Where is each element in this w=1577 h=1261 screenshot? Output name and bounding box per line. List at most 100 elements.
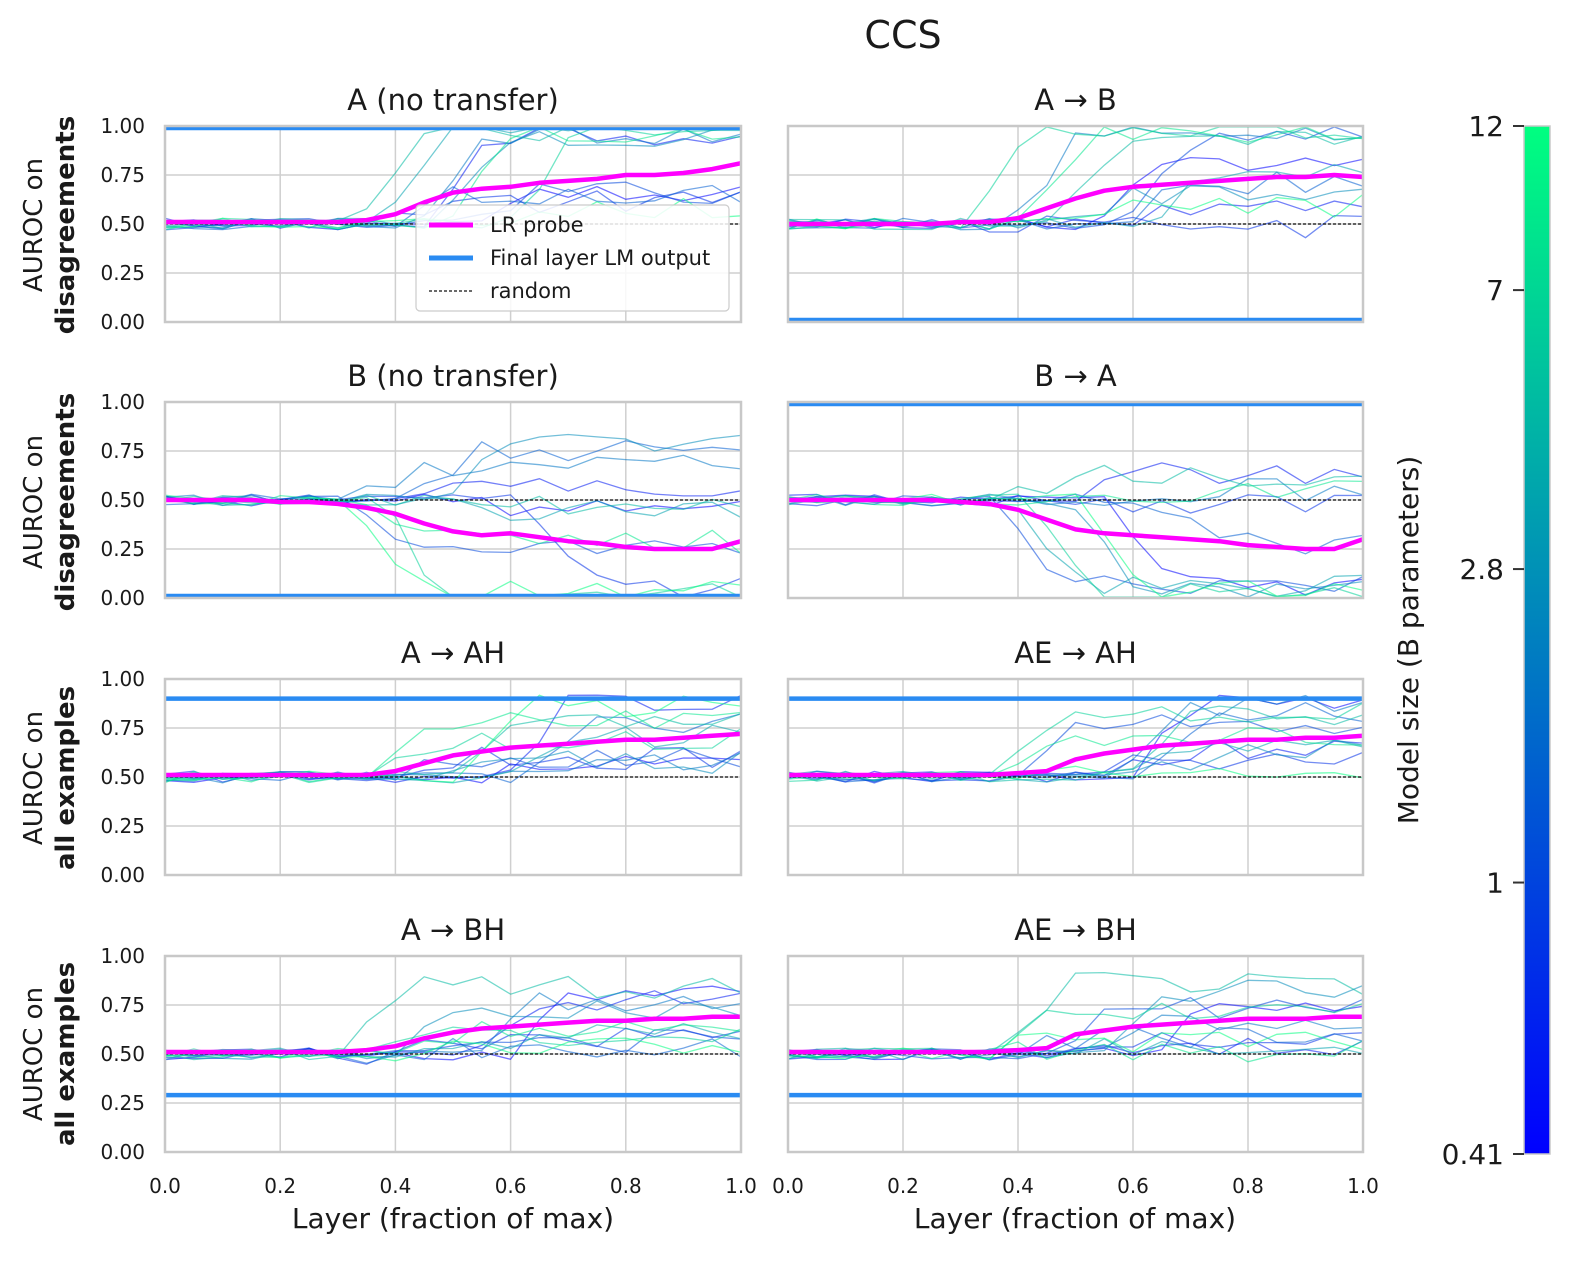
legend-label-random: random: [490, 279, 571, 303]
model-size-curve: [164, 433, 742, 504]
panel-ae-to-bh: AE → BH 0.0 0.2 0.4 0.6 0.8 1.0: [772, 913, 1379, 1198]
colorbar-tick-label: 7: [1486, 274, 1504, 307]
panel-frame: [163, 124, 743, 324]
panel-frame: [786, 400, 1365, 600]
x-tick-label: 0.4: [379, 1174, 411, 1198]
panel-title: B (no transfer): [347, 359, 559, 393]
panel-frame: [786, 124, 1365, 324]
y-tick-label: 0.00: [100, 1140, 145, 1164]
panel-frame: [786, 954, 1365, 1154]
model-size-curve: [164, 1037, 742, 1062]
panel-a-no-transfer: A (no transfer) 0.00 0.25 0.50 0.75 1.00: [100, 83, 743, 334]
lr-probe-line: [165, 497, 742, 552]
lr-probe-line: [788, 1014, 1363, 1055]
x-tick-label: 0.4: [1002, 1174, 1034, 1198]
row-label-4-line1: AUROC on: [19, 987, 49, 1121]
x-tick-label: 0.2: [887, 1174, 919, 1198]
model-size-curve: [787, 1002, 1364, 1060]
model-size-curve: [787, 739, 1364, 782]
model-size-curve: [164, 127, 742, 229]
colorbar-tick-label: 12: [1468, 110, 1504, 143]
lr-probe-line: [165, 160, 742, 225]
x-tick-label: 0.2: [264, 1174, 296, 1198]
y-tick-label: 0.50: [100, 212, 145, 236]
colorbar-tick-label: 2.8: [1459, 553, 1504, 586]
lr-probe-line: [788, 172, 1364, 227]
y-tick-label: 0.00: [100, 586, 145, 610]
y-tick-label: 0.75: [100, 993, 145, 1017]
panel-frame: [163, 677, 743, 877]
y-tick-label: 0.50: [100, 488, 145, 512]
x-tick-label: 0.6: [1117, 1174, 1149, 1198]
panel-b-to-a: B → A: [786, 359, 1365, 600]
model-size-curve: [787, 971, 1364, 1060]
x-tick-label: 0.0: [772, 1174, 804, 1198]
x-tick-label: 1.0: [725, 1174, 757, 1198]
colorbar-tick-label: 0.41: [1442, 1138, 1504, 1171]
model-size-curve: [787, 480, 1364, 507]
panel-title: AE → AH: [1014, 636, 1137, 670]
panel-title: A → BH: [401, 913, 505, 947]
y-tick-label: 1.00: [100, 390, 145, 414]
panel-frame: [163, 954, 743, 1154]
y-tick-label: 0.50: [100, 765, 145, 789]
x-axis-label-left: Layer (fraction of max): [292, 1202, 614, 1235]
panel-title: B → A: [1034, 359, 1117, 393]
panel-a-to-ah: A → AH 0.00 0.25 0.50 0.75 1.00: [100, 636, 743, 887]
colorbar-ticks: 12 7 2.8 1 0.41: [1442, 110, 1524, 1171]
legend-frame: [415, 204, 730, 312]
panel-title: A → AH: [401, 636, 505, 670]
panel-title: A → B: [1034, 83, 1116, 117]
y-tick-label: 0.75: [100, 716, 145, 740]
lr-probe-line: [788, 497, 1364, 552]
y-tick-label: 0.25: [100, 814, 145, 838]
model-size-curve: [164, 1026, 742, 1059]
model-size-curve: [164, 710, 742, 783]
x-tick-label: 0.6: [495, 1174, 527, 1198]
y-tick-label: 1.00: [100, 114, 145, 138]
model-size-curve: [787, 701, 1364, 783]
panel-ae-to-ah: AE → AH: [786, 636, 1365, 877]
panel-title: A (no transfer): [347, 83, 559, 117]
legend-label-lr-probe: LR probe: [490, 213, 584, 237]
row-label-3-line2: all examples: [51, 686, 81, 870]
figure-title: CCS: [864, 13, 941, 57]
panel-b-no-transfer: B (no transfer) 0.00 0.25 0.50 0.75 1.00: [100, 359, 743, 610]
row-label-1-line1: AUROC on: [19, 158, 49, 292]
x-tick-label: 0.8: [1232, 1174, 1264, 1198]
row-label-4-line2: all examples: [51, 962, 81, 1146]
y-tick-label: 0.00: [100, 863, 145, 887]
x-tick-label: 0.8: [610, 1174, 642, 1198]
model-size-curve: [787, 126, 1364, 230]
x-axis-label-right: Layer (fraction of max): [914, 1202, 1236, 1235]
y-tick-label: 0.25: [100, 1091, 145, 1115]
row-label-2-line2: disagreements: [51, 393, 81, 611]
y-tick-label: 0.75: [100, 439, 145, 463]
y-tick-label: 0.00: [100, 310, 145, 334]
lr-probe-line: [165, 1014, 741, 1055]
x-tick-label: 1.0: [1347, 1174, 1379, 1198]
panel-frame: [786, 677, 1365, 877]
x-tick-label: 0.0: [149, 1174, 181, 1198]
y-tick-label: 0.25: [100, 261, 145, 285]
panel-title: AE → BH: [1014, 913, 1137, 947]
colorbar-label: Model size (B parameters): [1392, 456, 1425, 825]
model-size-curve: [787, 751, 1364, 784]
legend-label-final-layer: Final layer LM output: [490, 246, 710, 270]
legend: LR probe Final layer LM output random: [415, 204, 730, 312]
row-label-2-line1: AUROC on: [19, 435, 49, 569]
lr-probe-line: [788, 733, 1364, 778]
y-tick-label: 0.75: [100, 163, 145, 187]
row-label-3-line1: AUROC on: [19, 711, 49, 845]
panel-a-to-b: A → B: [786, 83, 1365, 324]
y-tick-label: 1.00: [100, 667, 145, 691]
panel-a-to-bh: A → BH 0.00 0.25 0.50 0.75 1.00 0.0 0.2 0.4 0.6 0.…: [100, 913, 756, 1198]
y-tick-label: 1.00: [100, 944, 145, 968]
y-tick-label: 0.25: [100, 537, 145, 561]
panel-frame: [163, 400, 743, 600]
lr-probe-line: [165, 731, 742, 778]
model-size-curve: [787, 130, 1364, 231]
model-size-curve: [787, 702, 1364, 783]
colorbar-tick-label: 1: [1486, 867, 1504, 900]
